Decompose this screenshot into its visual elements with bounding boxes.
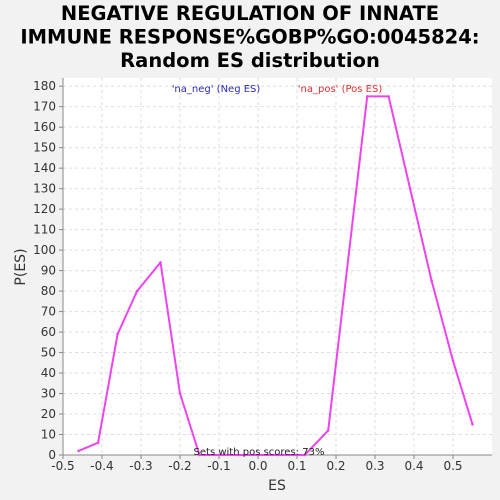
es-data-point	[96, 441, 100, 445]
y-tick-label: 160	[33, 120, 56, 134]
y-tick-label: 40	[41, 366, 56, 380]
es-data-point	[135, 289, 139, 293]
es-data-point	[365, 95, 369, 98]
series	[77, 95, 474, 457]
x-tick-label: -0.5	[51, 459, 74, 473]
x-tick-label: 0.2	[326, 459, 345, 473]
x-tick-label: -0.1	[207, 459, 230, 473]
es-data-point	[217, 453, 221, 457]
y-tick-label: 50	[41, 346, 56, 360]
x-tick-label: 0.5	[443, 459, 462, 473]
es-data-point	[326, 429, 330, 432]
y-tick-label: 100	[33, 243, 56, 257]
y-axis-label: P(ES)	[13, 248, 29, 285]
chart-title-line-2: IMMUNE RESPONSE%GOBP%GO:0045824:	[20, 26, 479, 49]
plot-area	[63, 78, 492, 455]
y-tick-label: 60	[41, 325, 56, 339]
y-tick-label: 120	[33, 202, 56, 216]
y-tick-label: 130	[33, 182, 56, 196]
x-tick-label: -0.4	[90, 459, 113, 473]
es-data-point	[178, 392, 182, 395]
x-tick-label: -0.3	[129, 459, 152, 473]
es-data-point	[387, 95, 390, 98]
es-data-point	[116, 332, 119, 336]
es-data-point	[77, 449, 80, 453]
chart-title-line-1: NEGATIVE REGULATION OF INNATE	[61, 2, 439, 25]
x-tick-label: 0.3	[365, 459, 384, 473]
y-tick-label: 170	[33, 100, 56, 114]
legend-item: 'na_neg' (Neg ES)	[172, 84, 261, 95]
es-data-point	[303, 453, 307, 457]
x-tick-label: 0.1	[287, 459, 306, 473]
y-tick-label: 30	[41, 387, 56, 401]
es-data-point	[430, 279, 433, 283]
es-data-point	[276, 453, 279, 457]
y-tick-label: 0	[48, 448, 56, 462]
es-data-point	[471, 422, 474, 426]
es-data-point	[159, 261, 162, 264]
x-tick-label: 0.0	[248, 459, 267, 473]
y-tick-label: 90	[41, 264, 56, 278]
es-data-point	[408, 187, 412, 190]
chart-title-line-3: Random ES distribution	[120, 49, 380, 72]
y-tick-label: 70	[41, 305, 56, 319]
y-tick-label: 140	[33, 161, 56, 175]
es-data-point	[451, 359, 455, 363]
x-tick-label: 0.4	[404, 459, 423, 473]
y-tick-label: 20	[41, 407, 56, 421]
y-tick-label: 80	[41, 284, 56, 298]
y-tick-label: 180	[33, 79, 56, 93]
es-data-point	[237, 453, 240, 457]
y-tick-label: 150	[33, 141, 56, 155]
legend-item: 'na_pos' (Pos ES)	[298, 84, 383, 95]
pos-score-annotation: Sets with pos scores: 73%	[194, 447, 325, 458]
es-data-point	[256, 453, 260, 457]
legend: 'na_neg' (Neg ES) 'na_pos' (Pos ES)	[172, 84, 383, 95]
x-tick-label: -0.2	[168, 459, 191, 473]
es-data-point	[198, 453, 201, 457]
tick-labels: -0.5 -0.4 -0.3 -0.2 -0.1 0.0 0.1 0.2 0.3 0.4 0.5 0 1…	[33, 79, 462, 473]
y-tick-label: 110	[33, 223, 56, 237]
x-axis-label: ES	[268, 478, 286, 494]
y-tick-label: 10	[41, 428, 56, 442]
